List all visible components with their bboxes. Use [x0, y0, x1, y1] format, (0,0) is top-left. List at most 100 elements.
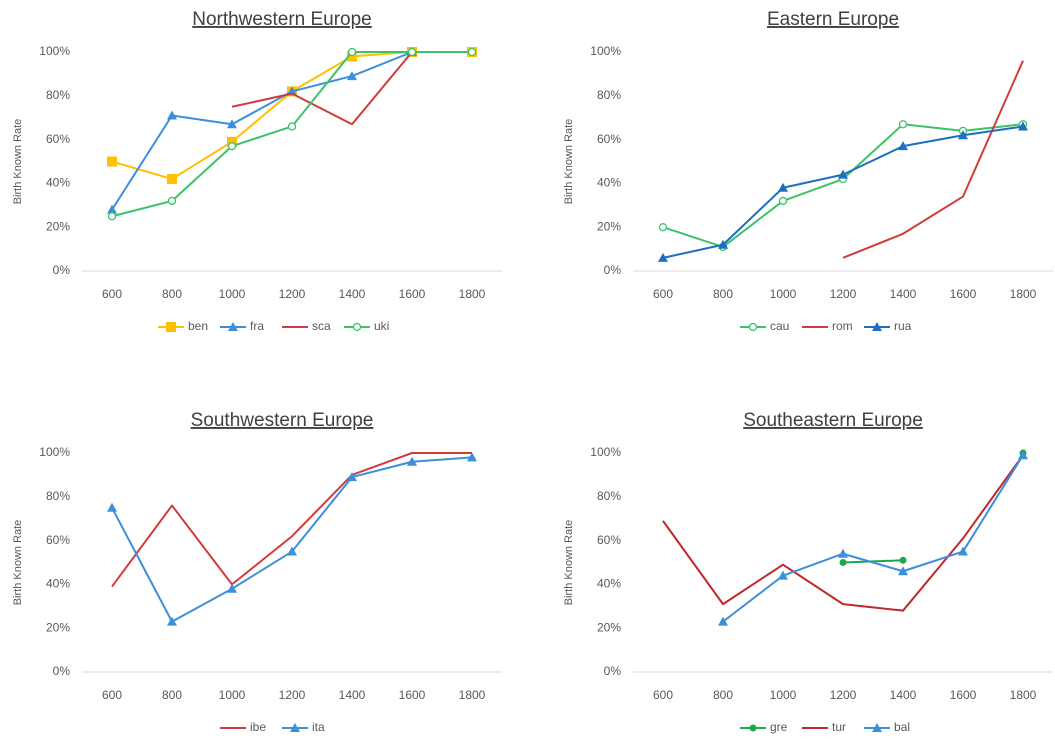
legend-label: gre — [770, 720, 788, 734]
marker — [227, 136, 237, 147]
x-tick-label: 600 — [102, 688, 122, 702]
y-tick-label: 0% — [604, 263, 622, 277]
chart-title: Southeastern Europe — [743, 410, 923, 431]
x-tick-label: 1400 — [339, 688, 366, 702]
x-tick-label: 1400 — [890, 287, 917, 301]
marker — [227, 119, 237, 129]
y-tick-label: 80% — [597, 489, 621, 503]
marker — [107, 502, 117, 512]
x-tick-label: 1000 — [770, 688, 797, 702]
y-tick-label: 100% — [590, 445, 621, 459]
series-line — [662, 123, 1024, 248]
x-tick-label: 800 — [713, 688, 733, 702]
legend-label: ibe — [250, 720, 266, 734]
series-line — [111, 51, 472, 181]
x-tick-label: 1600 — [950, 688, 977, 702]
y-tick-label: 80% — [46, 88, 70, 102]
marker — [107, 156, 117, 167]
y-tick-label: 40% — [597, 176, 621, 190]
marker — [778, 196, 788, 206]
marker — [839, 559, 847, 566]
x-tick-label: 1800 — [459, 287, 486, 301]
x-tick-label: 1000 — [770, 287, 797, 301]
series-line — [843, 453, 1023, 563]
marker — [407, 456, 417, 466]
series-line — [111, 51, 472, 218]
legend-entry: gre — [740, 720, 788, 734]
legend-entry: uki — [344, 319, 389, 333]
series-line — [111, 51, 413, 211]
marker — [899, 556, 907, 564]
y-tick-label: 0% — [604, 664, 622, 678]
series-line — [722, 454, 1024, 623]
x-tick-label: 800 — [713, 287, 733, 301]
chart: Eastern Europe Birth Known Rate 0% 20% 40% 60… — [563, 9, 1053, 333]
y-tick-label: 20% — [46, 620, 70, 634]
legend-label: cau — [770, 319, 789, 333]
marker — [227, 142, 237, 151]
y-tick-label: 20% — [597, 219, 621, 233]
marker — [290, 723, 300, 732]
y-axis-title: Birth Known Rate — [563, 520, 575, 606]
marker — [352, 322, 362, 332]
x-tick-label: 1200 — [830, 287, 857, 301]
y-tick-label: 20% — [46, 219, 70, 233]
chart: Southwestern Europe Birth Known Rate 0% 20%… — [12, 410, 502, 734]
marker — [347, 472, 357, 482]
x-tick-label: 1800 — [1010, 688, 1037, 702]
marker — [228, 322, 238, 331]
marker — [467, 47, 477, 57]
y-tick-label: 60% — [597, 132, 621, 146]
marker — [898, 566, 908, 576]
legend-entry: ita — [282, 720, 325, 734]
marker — [1018, 450, 1028, 460]
x-tick-label: 1000 — [219, 688, 246, 702]
legend-label: rua — [894, 319, 912, 333]
legend-entry: rom — [802, 319, 853, 333]
y-tick-label: 40% — [46, 577, 70, 591]
marker — [898, 120, 908, 129]
x-tick-label: 1800 — [459, 688, 486, 702]
legend-label: bal — [894, 720, 910, 734]
x-tick-label: 1200 — [279, 688, 306, 702]
legend-entry: fra — [220, 319, 264, 333]
y-tick-label: 60% — [46, 533, 70, 547]
marker — [658, 223, 668, 232]
x-tick-label: 1600 — [950, 287, 977, 301]
marker — [749, 724, 757, 732]
marker — [718, 616, 728, 626]
y-tick-label: 40% — [46, 176, 70, 190]
marker — [898, 141, 908, 151]
marker — [347, 47, 357, 57]
chart-title: Northwestern Europe — [192, 9, 372, 30]
y-axis-title: Birth Known Rate — [563, 119, 575, 205]
y-tick-label: 100% — [39, 44, 70, 58]
legend-label: ben — [188, 319, 208, 333]
chart-title: Eastern Europe — [767, 9, 899, 30]
y-tick-label: 100% — [590, 44, 621, 58]
legend-label: fra — [250, 319, 264, 333]
marker — [287, 546, 297, 556]
chart: Southeastern Europe Birth Known Rate 0% 20%… — [563, 410, 1053, 734]
legend-entry: ben — [158, 319, 208, 333]
x-tick-label: 800 — [162, 688, 182, 702]
marker — [107, 204, 117, 214]
legend-entry: cau — [740, 319, 789, 333]
marker — [838, 548, 848, 558]
marker — [467, 452, 477, 462]
y-tick-label: 60% — [46, 132, 70, 146]
y-tick-label: 20% — [597, 620, 621, 634]
marker — [1018, 121, 1028, 131]
y-tick-label: 60% — [597, 533, 621, 547]
marker — [658, 252, 668, 262]
series-line — [662, 454, 1024, 612]
marker — [958, 130, 968, 140]
legend-entry: ibe — [220, 720, 266, 734]
legend-label: ita — [312, 720, 325, 734]
legend-entry: rua — [864, 319, 912, 333]
series-line — [111, 456, 473, 623]
y-tick-label: 0% — [53, 263, 71, 277]
x-tick-label: 600 — [102, 287, 122, 301]
x-tick-label: 800 — [162, 287, 182, 301]
